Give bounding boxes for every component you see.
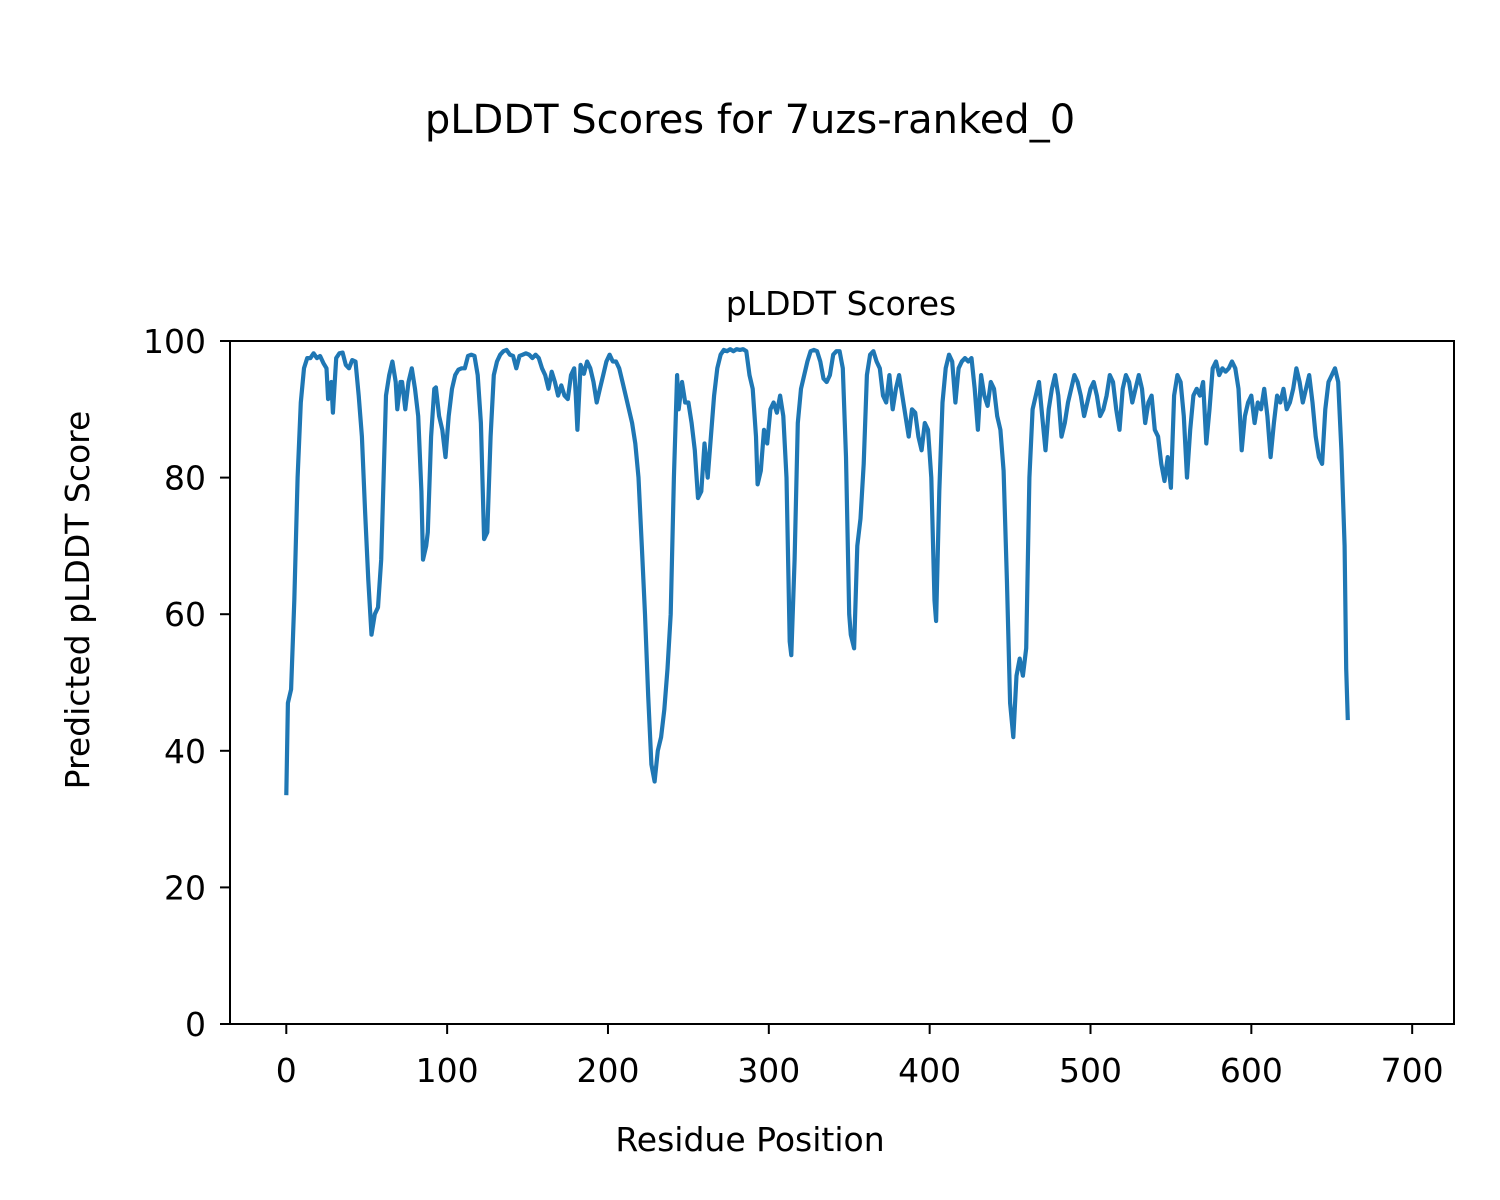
x-tick-label: 400 (898, 1051, 961, 1090)
x-axis: 0 100 200 300 400 500 600 700 (276, 1024, 1444, 1090)
y-axis: 0 20 40 60 80 100 (143, 322, 230, 1044)
plot-frame (229, 340, 1455, 1025)
figure-suptitle: pLDDT Scores for 7uzs-ranked_0 (425, 97, 1075, 143)
x-tick-label: 0 (276, 1051, 297, 1090)
chart-title: pLDDT Scores (726, 284, 956, 323)
y-tick-label: 0 (185, 1005, 206, 1044)
y-tick-label: 100 (143, 322, 206, 361)
x-tick-label: 200 (576, 1051, 639, 1090)
series-line (284, 347, 1350, 796)
x-tick-label: 700 (1381, 1051, 1444, 1090)
x-tick-label: 300 (737, 1051, 800, 1090)
y-tick-label: 60 (164, 595, 206, 634)
y-tick-label: 80 (164, 459, 206, 498)
y-tick-label: 40 (164, 732, 206, 771)
x-tick-label: 600 (1220, 1051, 1283, 1090)
x-axis-label: Residue Position (615, 1120, 884, 1159)
y-axis-label: Predicted pLDDT Score (58, 411, 97, 790)
plot-area (284, 347, 1350, 796)
x-tick-label: 500 (1059, 1051, 1122, 1090)
y-tick-label: 20 (164, 868, 206, 907)
x-tick-label: 100 (416, 1051, 479, 1090)
